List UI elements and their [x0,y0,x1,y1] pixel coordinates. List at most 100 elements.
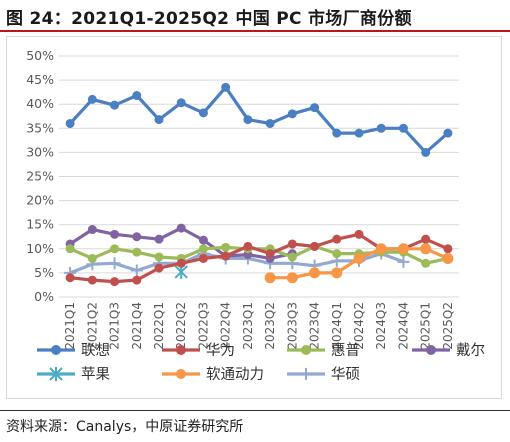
source-note: 资料来源：Canalys，中原证券研究所 [6,419,244,435]
series-1-point [110,277,120,287]
y-tick-label: 25% [26,169,54,184]
legend-swatch-marker [301,345,311,355]
series-2-point [87,253,97,263]
series-0-point [110,100,120,110]
x-tick-label: 2023Q1 [241,302,255,350]
x-tick-label: 2023Q2 [263,302,277,350]
legend-swatch-marker [176,345,186,355]
series-6-line [68,252,405,275]
legend-label: 惠普 [331,342,360,359]
series-2-point [65,244,75,254]
series-0-point [132,91,142,101]
x-tick-label: 2024Q3 [374,302,388,350]
series-1-point [443,244,453,254]
figure-title: 图 24：2021Q1-2025Q2 中国 PC 市场厂商份额 [6,9,412,29]
series-3-point [176,223,186,233]
legend-swatch-marker [49,367,63,381]
series-2-point [421,258,431,268]
legend-swatch-marker [51,345,61,355]
y-tick-label: 35% [26,120,54,135]
series-1-point [87,275,97,285]
series-5-point [420,243,432,255]
legend-label: 联想 [81,342,110,359]
series-0-point [221,82,231,92]
x-tick-label: 2021Q3 [108,302,122,350]
y-tick-label: 0% [34,289,54,304]
x-tick-label: 2021Q4 [130,302,144,350]
series-0-point [87,94,97,104]
series-0-point [376,123,386,133]
series-2-point [110,244,120,254]
line-chart: 0% 5% 10% 15% 20% 25% 30% 35% 40% 45% 50% 2021Q1 202… [26,48,485,383]
y-tick-label: 10% [26,241,54,256]
title-divider [0,30,510,32]
series-0-point [354,128,364,138]
series-1-point [421,234,431,244]
series-3-point [132,232,142,242]
series-0-point [265,118,275,128]
series-1-point [221,251,231,261]
y-tick-label: 30% [26,144,54,159]
y-tick-label: 15% [26,217,54,232]
series-1-point [287,239,297,249]
legend-label: 软通动力 [206,366,264,383]
x-tick-label: 2024Q2 [352,302,366,350]
series-5-point [353,252,365,264]
series-3-point [198,235,208,245]
legend-swatch-marker [426,345,436,355]
series-2-point [332,249,342,259]
series-0-point [65,118,75,128]
series-2-point [221,242,231,252]
series-1-point [65,273,75,283]
series-5-point [286,272,298,284]
x-tick-label: 2021Q1 [63,302,77,350]
x-tick-label: 2021Q2 [85,302,99,350]
legend-label: 苹果 [81,366,110,383]
series-1-point [310,241,320,251]
series-0-point [176,98,186,108]
chart-frame: 0% 5% 10% 15% 20% 25% 30% 35% 40% 45% 50% 2021Q1 202… [6,36,502,399]
series-2-point [287,252,297,262]
x-tick-label: 2022Q3 [196,302,210,350]
y-tick-label: 20% [26,193,54,208]
series-0-point [198,108,208,118]
series-1-point [243,241,253,251]
x-tick-label: 2022Q4 [219,302,233,350]
y-tick-label: 50% [26,48,54,63]
series-1-point [265,249,275,259]
series-5-point [309,267,321,279]
legend-label: 华硕 [331,366,360,383]
series-5-point [331,267,343,279]
series-2-point [198,244,208,254]
series-5-point [442,252,454,264]
x-tick-label: 2022Q1 [152,302,166,350]
legend-swatch-marker [176,369,186,379]
series-1-point [198,253,208,263]
series-0-line [68,85,450,154]
x-tick-label: 2025Q1 [419,302,433,350]
series-0-point [398,123,408,133]
series-1-point [176,258,186,268]
y-tick-label: 5% [34,265,54,280]
y-tick-label: 45% [26,72,54,87]
series-0-point [154,115,164,125]
x-tick-label: 2023Q4 [308,302,322,350]
series-3-point [110,229,120,239]
series-0-point [310,103,320,113]
series-1-point [132,275,142,285]
series-2-point [132,247,142,257]
series-0-point [332,128,342,138]
series-6-point [397,255,410,268]
series-1-point [354,229,364,239]
series-5-point [264,272,276,284]
legend-label: 戴尔 [456,342,485,359]
x-tick-label: 2024Q1 [330,302,344,350]
x-tick-label: 2024Q4 [396,302,410,350]
series-0-point [243,115,253,125]
series-6-point [130,264,143,277]
legend-swatch-marker [300,368,312,380]
series-5-point [397,243,409,255]
series-6-point [108,257,121,270]
x-tick-label: 2025Q2 [441,302,455,350]
series-0-point [421,147,431,157]
